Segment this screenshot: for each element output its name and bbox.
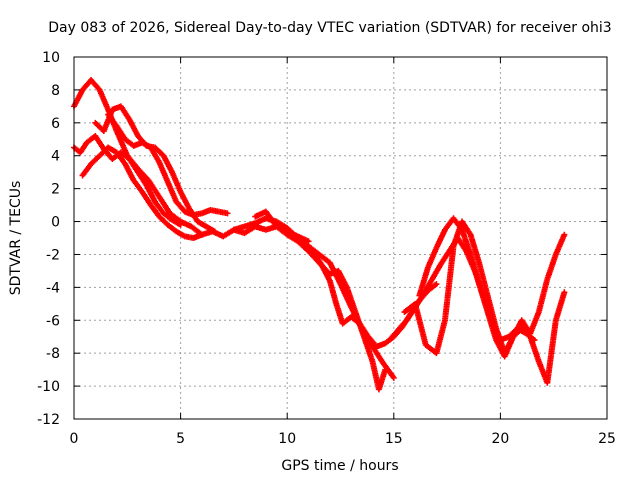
data-point xyxy=(211,228,218,235)
data-point xyxy=(433,281,440,288)
y-tick-label: 10 xyxy=(42,50,60,66)
x-tick-label: 20 xyxy=(491,431,509,447)
y-tick-label: -8 xyxy=(46,346,60,362)
grid-lines xyxy=(74,57,607,419)
x-tick-label: 25 xyxy=(598,431,616,447)
data-point xyxy=(390,374,397,381)
data-point xyxy=(198,231,205,238)
x-tick-label: 0 xyxy=(70,431,79,447)
y-tick-label: 0 xyxy=(51,215,60,231)
plot-points xyxy=(71,77,568,393)
chart-title: Day 083 of 2026, Sidereal Day-to-day VTE… xyxy=(48,20,611,36)
x-tick-label: 10 xyxy=(278,431,296,447)
data-point xyxy=(561,289,568,296)
x-tick-label: 15 xyxy=(385,431,403,447)
y-tick-label: -6 xyxy=(46,313,60,329)
y-tick-label: -10 xyxy=(37,379,60,395)
data-point xyxy=(382,366,389,373)
y-tick-label: 6 xyxy=(51,116,60,132)
y-axis-label: SDTVAR / TECUs xyxy=(8,181,24,296)
y-tick-label: 2 xyxy=(51,182,60,198)
x-axis-label: GPS time / hours xyxy=(281,458,398,474)
y-tick-label: 8 xyxy=(51,83,60,99)
x-tick-label: 5 xyxy=(176,431,185,447)
axis-ticks: 0 5 10 15 20 25 -12 -10 -8 -6 -4 -2 0 2 4 6 8 10 xyxy=(37,50,616,447)
plot-frame xyxy=(73,56,608,420)
data-point xyxy=(224,210,231,217)
y-tick-label: 4 xyxy=(51,149,60,165)
y-tick-label: -4 xyxy=(46,280,60,296)
data-point xyxy=(177,221,184,228)
y-tick-label: -12 xyxy=(37,412,60,428)
data-point xyxy=(561,231,568,238)
y-tick-label: -2 xyxy=(46,247,60,263)
